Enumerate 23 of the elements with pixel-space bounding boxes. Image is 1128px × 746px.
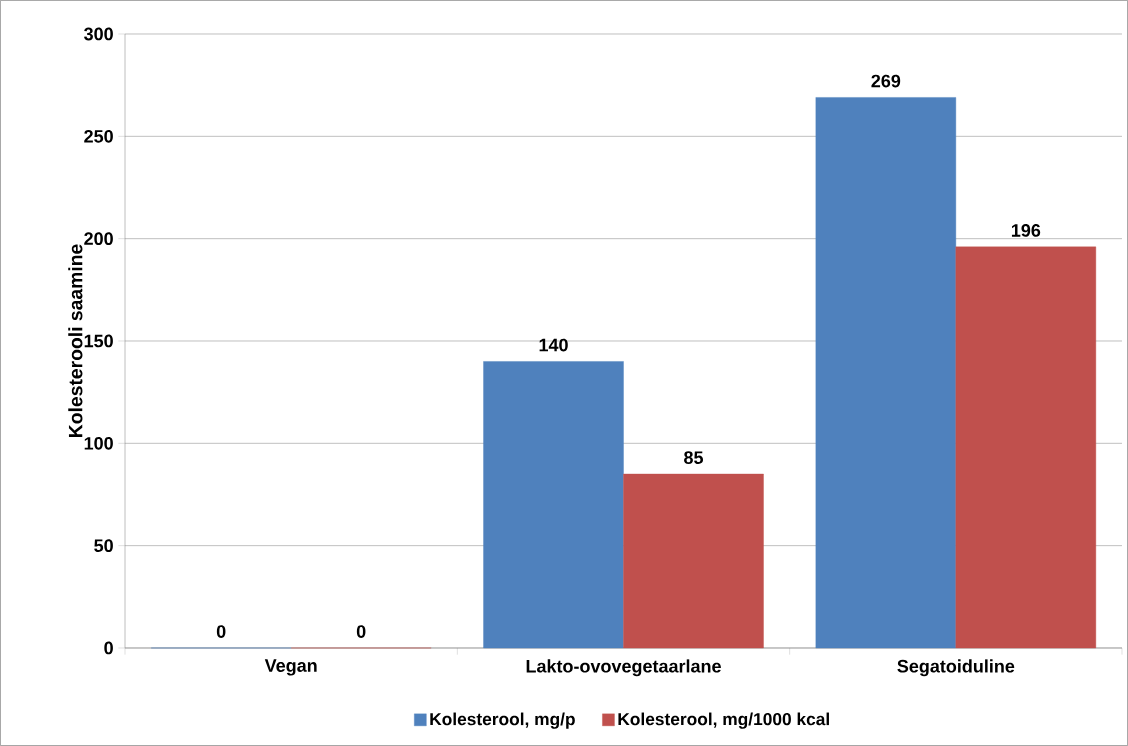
legend-label: Kolesterool, mg/1000 kcal bbox=[618, 712, 829, 729]
legend-label: Kolesterool, mg/p bbox=[430, 712, 575, 729]
x-tick-label: Lakto-ovovegetaarlane bbox=[526, 659, 721, 677]
y-tick-label: 250 bbox=[84, 129, 113, 143]
y-axis-title: Kolesterooli saamine bbox=[68, 244, 83, 437]
bar bbox=[955, 246, 1097, 649]
y-tick-label: 150 bbox=[84, 334, 113, 348]
data-label: 0 bbox=[216, 625, 226, 638]
y-tick-label: 0 bbox=[104, 641, 113, 655]
bar bbox=[623, 473, 764, 649]
y-tick-label: 100 bbox=[84, 436, 113, 450]
x-tick-label: Segatoiduline bbox=[897, 659, 1015, 677]
bar bbox=[483, 361, 624, 649]
x-tick-label: Vegan bbox=[264, 659, 317, 676]
data-label: 140 bbox=[539, 338, 568, 352]
data-label: 196 bbox=[1011, 224, 1041, 237]
data-label: 269 bbox=[871, 74, 901, 88]
y-tick-label: 50 bbox=[94, 539, 113, 553]
data-label: 0 bbox=[356, 625, 366, 638]
data-label: 85 bbox=[684, 451, 704, 464]
y-tick-label: 200 bbox=[84, 232, 113, 246]
y-tick-label: 300 bbox=[84, 27, 113, 41]
bar bbox=[815, 97, 957, 649]
